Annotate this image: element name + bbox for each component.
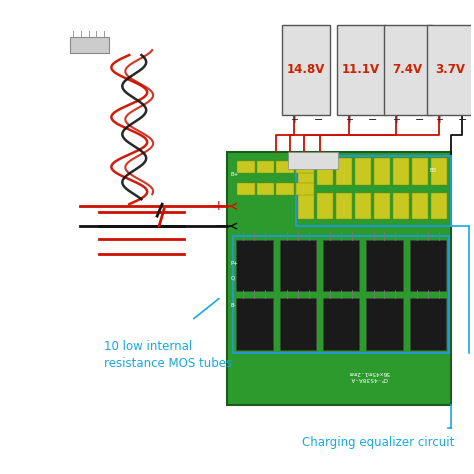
Bar: [366, 298, 403, 350]
Bar: [393, 193, 409, 219]
Text: Charging equalizer circuit: Charging equalizer circuit: [302, 437, 454, 449]
Bar: [410, 298, 446, 350]
Bar: [288, 153, 338, 169]
Text: +: +: [213, 199, 225, 213]
Text: B-: B-: [231, 303, 237, 308]
Text: −: −: [313, 115, 323, 125]
Bar: [355, 193, 371, 219]
Bar: [236, 298, 273, 350]
Bar: [296, 183, 314, 195]
Bar: [393, 158, 409, 185]
Bar: [276, 183, 294, 195]
Bar: [374, 158, 390, 185]
Text: −: −: [458, 115, 467, 125]
Bar: [412, 193, 428, 219]
Text: +: +: [345, 115, 353, 125]
Text: 11.1V: 11.1V: [342, 64, 380, 76]
Bar: [366, 239, 403, 291]
Bar: [296, 162, 314, 173]
Text: −: −: [215, 219, 227, 233]
Bar: [236, 239, 273, 291]
Bar: [336, 158, 352, 185]
Text: B3: B3: [429, 168, 437, 173]
Bar: [427, 25, 474, 115]
Bar: [430, 158, 447, 185]
Bar: [430, 193, 447, 219]
Bar: [317, 158, 333, 185]
Bar: [280, 239, 316, 291]
Bar: [337, 25, 385, 115]
Bar: [70, 37, 109, 53]
Text: −: −: [368, 115, 378, 125]
Bar: [410, 239, 446, 291]
Bar: [323, 239, 359, 291]
Text: P+: P+: [231, 261, 239, 266]
Bar: [227, 153, 452, 405]
Bar: [283, 25, 330, 115]
Bar: [296, 156, 452, 226]
Bar: [384, 25, 432, 115]
Bar: [323, 298, 359, 350]
Bar: [256, 162, 274, 173]
Text: +: +: [291, 115, 298, 125]
Bar: [237, 162, 255, 173]
Text: −: −: [415, 115, 424, 125]
Text: 7.4V: 7.4V: [392, 64, 423, 76]
Bar: [256, 183, 274, 195]
Text: +: +: [392, 115, 400, 125]
Bar: [336, 193, 352, 219]
Text: +: +: [435, 115, 443, 125]
Bar: [355, 158, 371, 185]
Bar: [280, 298, 316, 350]
Bar: [317, 193, 333, 219]
Bar: [412, 158, 428, 185]
Bar: [276, 162, 294, 173]
Bar: [237, 183, 255, 195]
Bar: [298, 158, 314, 185]
Text: CF-4S30A-A
56x45m1.2mm: CF-4S30A-A 56x45m1.2mm: [348, 370, 390, 381]
Text: B+: B+: [231, 172, 239, 177]
Text: 3.7V: 3.7V: [436, 64, 465, 76]
Text: 14.8V: 14.8V: [287, 64, 326, 76]
Bar: [374, 193, 390, 219]
Bar: [298, 193, 314, 219]
Text: Q: Q: [231, 275, 235, 280]
Bar: [233, 236, 449, 353]
Text: 10 low internal
resistance MOS tubes: 10 low internal resistance MOS tubes: [104, 340, 233, 370]
